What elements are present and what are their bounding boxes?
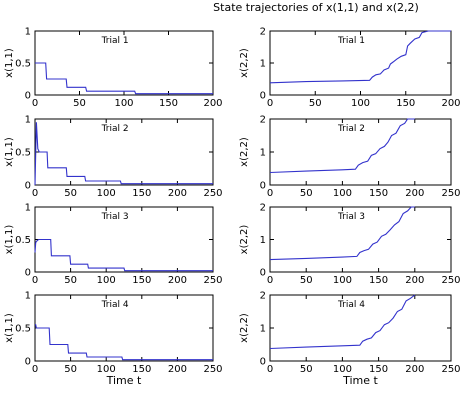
panel-2-ylabel: x(2,2) xyxy=(239,48,250,78)
panel-2-xtick-label: 100 xyxy=(351,98,370,109)
panel-7-xtick-label: 0 xyxy=(32,364,38,375)
panel-8-xtick-label: 0 xyxy=(267,364,273,375)
panel-6-ytick-label: 0 xyxy=(260,268,266,279)
panel-1-xtick-label: 150 xyxy=(159,98,178,109)
panel-3-title: Trial 2 xyxy=(101,124,129,134)
panel-7-series-line xyxy=(35,324,213,361)
panel-7-ylabel: x(1,1) xyxy=(4,313,15,343)
panel-6-xtick-label: 0 xyxy=(267,275,273,286)
panel-3-xtick-label: 0 xyxy=(32,188,38,199)
panel-8-ytick-label: 1 xyxy=(260,324,266,335)
panel-1-xtick-label: 100 xyxy=(114,98,133,109)
panel-6-ylabel: x(2,2) xyxy=(239,225,250,255)
panel-2-ytick-label: 2 xyxy=(260,27,266,38)
panel-8-title: Trial 4 xyxy=(337,300,365,310)
panel-6-xtick-label: 200 xyxy=(405,275,424,286)
panel-2-title: Trial 1 xyxy=(337,36,365,46)
panel-2-xtick-label: 0 xyxy=(267,98,273,109)
panel-3-ytick-label: 0.5 xyxy=(15,148,31,159)
panel-8-xlabel: Time t xyxy=(342,374,378,387)
panel-6-ytick-label: 1 xyxy=(260,235,266,246)
panel-4-xtick-label: 200 xyxy=(405,188,424,199)
panel-4-xtick-label: 50 xyxy=(300,188,313,199)
panel-5-xtick-label: 250 xyxy=(203,275,222,286)
panel-1-ytick-label: 1 xyxy=(25,27,31,38)
panel-7-ytick-label: 0.5 xyxy=(15,324,31,335)
panel-4-xtick-label: 150 xyxy=(369,188,388,199)
panel-8-ytick-label: 2 xyxy=(260,291,266,302)
panel-1-xtick-label: 0 xyxy=(32,98,38,109)
panel-1-series-line xyxy=(35,62,213,95)
panel-4-ytick-label: 0 xyxy=(260,181,266,192)
panel-5-xtick-label: 200 xyxy=(168,275,187,286)
panel-1-ytick-label: 0 xyxy=(25,91,31,102)
panel-8-series-line xyxy=(269,294,416,350)
panel-5-xtick-label: 0 xyxy=(32,275,38,286)
panel-3-ytick-label: 0 xyxy=(25,181,31,192)
panel-7-xtick-label: 150 xyxy=(132,364,151,375)
panel-7-xlabel: Time t xyxy=(106,374,142,387)
panel-8-xtick-label: 100 xyxy=(333,364,352,375)
panel-6-xtick-label: 50 xyxy=(300,275,313,286)
panel-3-series-line xyxy=(34,122,213,186)
panel-6-series-line xyxy=(269,206,415,261)
panel-2-series-line xyxy=(269,30,451,84)
panel-1-ylabel: x(1,1) xyxy=(4,48,15,78)
panel-5-ytick-label: 1 xyxy=(25,203,31,214)
panel-5-xtick-label: 150 xyxy=(132,275,151,286)
panel-8-xtick-label: 250 xyxy=(441,364,460,375)
panel-6-xtick-label: 250 xyxy=(441,275,460,286)
panel-2-xtick-label: 50 xyxy=(309,98,322,109)
panel-6-ytick-label: 2 xyxy=(260,203,266,214)
panel-3-xtick-label: 50 xyxy=(64,188,77,199)
panel-3-ylabel: x(1,1) xyxy=(4,137,15,167)
panel-7-ytick-label: 0 xyxy=(25,357,31,368)
panel-4-series-line xyxy=(269,118,415,174)
panel-5-ytick-label: 0.5 xyxy=(15,235,31,246)
panel-4-title: Trial 2 xyxy=(337,124,365,134)
panel-1-xtick-label: 50 xyxy=(73,98,86,109)
panel-5-ytick-label: 0 xyxy=(25,268,31,279)
panel-2-ytick-label: 1 xyxy=(260,59,266,70)
panel-5-xtick-label: 100 xyxy=(97,275,116,286)
panel-7-xtick-label: 250 xyxy=(203,364,222,375)
panel-2-ytick-label: 0 xyxy=(260,91,266,102)
panel-3-xtick-label: 100 xyxy=(97,188,116,199)
panel-4-xtick-label: 250 xyxy=(441,188,460,199)
panel-7-xtick-label: 50 xyxy=(64,364,77,375)
panel-7-xtick-label: 200 xyxy=(168,364,187,375)
panel-8-ylabel: x(2,2) xyxy=(239,313,250,343)
panel-5-xtick-label: 50 xyxy=(64,275,77,286)
panel-4-xtick-label: 100 xyxy=(333,188,352,199)
panel-3-xtick-label: 200 xyxy=(168,188,187,199)
panel-6-xtick-label: 100 xyxy=(333,275,352,286)
panel-1-ytick-label: 0.5 xyxy=(15,59,31,70)
panel-5-title: Trial 3 xyxy=(101,212,129,222)
panel-1-xtick-label: 200 xyxy=(203,98,222,109)
panel-6-title: Trial 3 xyxy=(337,212,365,222)
panel-8-xtick-label: 50 xyxy=(300,364,313,375)
panel-6-xtick-label: 150 xyxy=(369,275,388,286)
panel-7-ytick-label: 1 xyxy=(25,291,31,302)
panel-1-title: Trial 1 xyxy=(101,36,129,46)
panel-4-ytick-label: 1 xyxy=(260,148,266,159)
panel-2-xtick-label: 150 xyxy=(396,98,415,109)
panel-3-ytick-label: 1 xyxy=(25,115,31,126)
panel-8-xtick-label: 150 xyxy=(369,364,388,375)
panel-5-ylabel: x(1,1) xyxy=(4,225,15,255)
panel-3-xtick-label: 150 xyxy=(132,188,151,199)
panel-8-xtick-label: 200 xyxy=(405,364,424,375)
panel-3-xtick-label: 250 xyxy=(203,188,222,199)
panel-4-xtick-label: 0 xyxy=(267,188,273,199)
panel-2-xtick-label: 200 xyxy=(441,98,460,109)
figure-title: State trajectories of x(1,1) and x(2,2) xyxy=(213,1,419,14)
panel-4-ylabel: x(2,2) xyxy=(239,137,250,167)
panel-5-series-line xyxy=(34,238,213,272)
panel-7-title: Trial 4 xyxy=(101,300,129,310)
panel-4-ytick-label: 2 xyxy=(260,115,266,126)
panel-7-xtick-label: 100 xyxy=(97,364,116,375)
panel-8-ytick-label: 0 xyxy=(260,357,266,368)
